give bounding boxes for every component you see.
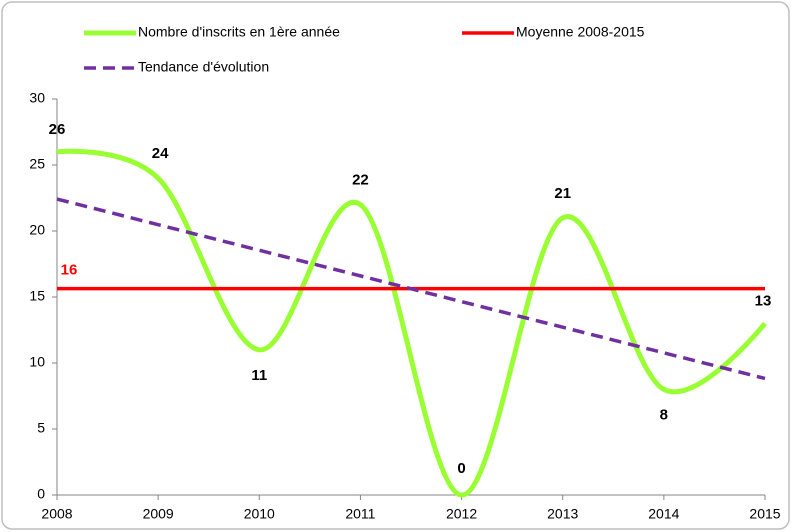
data-label: 13 <box>755 292 772 309</box>
y-tick-label: 5 <box>37 420 45 436</box>
legend-label: Nombre d'inscrits en 1ère année <box>138 24 340 40</box>
y-tick-label: 20 <box>29 222 45 238</box>
data-label: 11 <box>251 367 267 384</box>
y-tick-label: 25 <box>29 156 45 172</box>
x-tick-label: 2009 <box>143 506 174 522</box>
x-tick-label: 2015 <box>749 506 780 522</box>
series-line <box>56 197 766 381</box>
data-label: 26 <box>49 121 66 138</box>
y-tick-label: 10 <box>29 354 45 370</box>
y-tick-label: 30 <box>29 90 45 106</box>
data-label: 16 <box>61 262 78 279</box>
data-label: 22 <box>352 172 369 189</box>
x-tick-label: 2013 <box>547 506 578 522</box>
x-tick-label: 2010 <box>244 506 275 522</box>
data-label: 21 <box>554 185 571 202</box>
data-label: 24 <box>152 145 169 162</box>
y-tick-label: 0 <box>37 486 45 502</box>
x-tick-label: 2011 <box>345 506 375 522</box>
data-label: 0 <box>457 460 465 477</box>
data-label: 8 <box>660 406 668 423</box>
x-tick-label: 2008 <box>41 506 72 522</box>
y-tick-label: 15 <box>29 288 45 304</box>
x-tick-label: 2014 <box>648 506 679 522</box>
legend-label: Moyenne 2008-2015 <box>516 24 645 40</box>
x-tick-label: 2012 <box>446 506 477 522</box>
legend-label: Tendance d'évolution <box>138 59 269 75</box>
